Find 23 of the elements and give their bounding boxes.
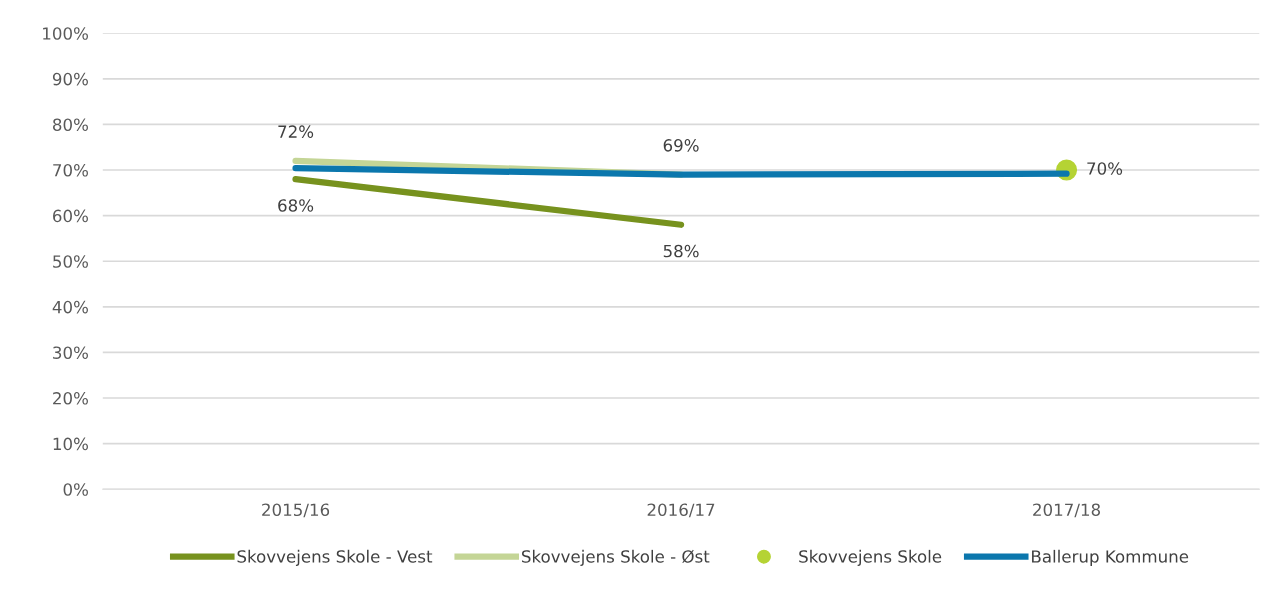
y-tick-label: 90% [52, 72, 88, 86]
data-label: 69% [663, 139, 699, 152]
data-label: 70% [1087, 162, 1123, 175]
y-tick-label: 70% [53, 163, 88, 177]
y-tick-label: 50% [53, 255, 88, 268]
legend-label: Skovvejens Skole - Vest [237, 549, 433, 566]
legend-label: Skovvejens Skole - Øst [522, 549, 710, 566]
legend-label: Skovvejens Skole [799, 549, 942, 566]
y-tick-label: 40% [52, 300, 88, 314]
x-tick-label: 2017/18 [1033, 503, 1101, 518]
y-tick-label: 0% [63, 483, 88, 496]
y-tick-label: 60% [53, 209, 88, 223]
y-tick-label: 10% [53, 437, 88, 451]
y-tick-label: 80% [53, 118, 88, 131]
x-tick-label: 2016/17 [647, 503, 715, 518]
legend-label: Ballerup Kommune [1032, 549, 1189, 566]
y-tick-label: 30% [53, 346, 88, 359]
x-tick-label: 2015/16 [262, 503, 330, 518]
y-tick-label: 20% [53, 392, 88, 405]
y-tick-label: 100% [43, 27, 88, 40]
data-label: 72% [278, 125, 314, 138]
data-label: 58% [663, 244, 699, 258]
data-label: 68% [278, 199, 314, 212]
